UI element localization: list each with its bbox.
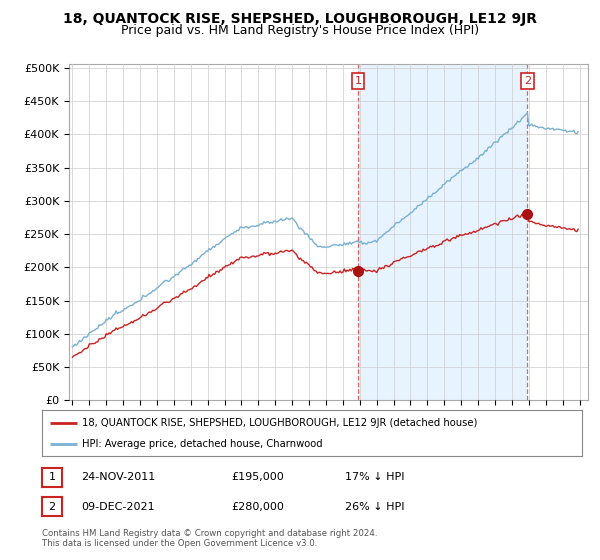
Text: 09-DEC-2021: 09-DEC-2021 [81, 502, 155, 512]
Text: Price paid vs. HM Land Registry's House Price Index (HPI): Price paid vs. HM Land Registry's House … [121, 24, 479, 37]
Text: HPI: Average price, detached house, Charnwood: HPI: Average price, detached house, Char… [83, 439, 323, 449]
Text: 24-NOV-2011: 24-NOV-2011 [81, 472, 155, 482]
Text: 1: 1 [355, 76, 362, 86]
Text: 26% ↓ HPI: 26% ↓ HPI [345, 502, 404, 512]
Bar [358, 64, 527, 400]
Text: 18, QUANTOCK RISE, SHEPSHED, LOUGHBOROUGH, LE12 9JR (detached house): 18, QUANTOCK RISE, SHEPSHED, LOUGHBOROUG… [83, 418, 478, 428]
Text: £195,000: £195,000 [231, 472, 284, 482]
Text: Contains HM Land Registry data © Crown copyright and database right 2024.
This d: Contains HM Land Registry data © Crown c… [42, 529, 377, 548]
Text: 18, QUANTOCK RISE, SHEPSHED, LOUGHBOROUGH, LE12 9JR: 18, QUANTOCK RISE, SHEPSHED, LOUGHBOROUG… [63, 12, 537, 26]
Text: 17% ↓ HPI: 17% ↓ HPI [345, 472, 404, 482]
Text: 2: 2 [49, 502, 55, 512]
Text: 1: 1 [49, 472, 55, 482]
Text: £280,000: £280,000 [231, 502, 284, 512]
Text: 2: 2 [524, 76, 531, 86]
